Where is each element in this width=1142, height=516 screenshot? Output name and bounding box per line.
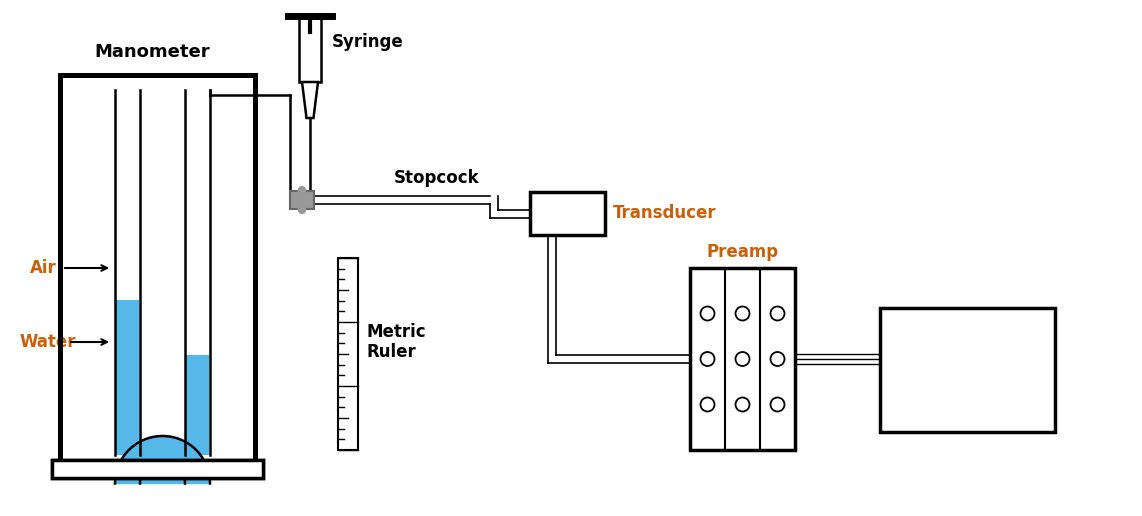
Bar bbox=[53, 460, 263, 478]
Bar bbox=[530, 192, 605, 235]
Circle shape bbox=[771, 397, 785, 411]
Polygon shape bbox=[301, 82, 317, 118]
Bar bbox=[880, 308, 1055, 432]
Bar bbox=[690, 268, 795, 450]
Bar bbox=[290, 191, 314, 209]
Text: Computer: Computer bbox=[918, 361, 1018, 379]
Text: Stopcock: Stopcock bbox=[394, 169, 480, 187]
Circle shape bbox=[771, 307, 785, 320]
Circle shape bbox=[771, 352, 785, 366]
Circle shape bbox=[700, 397, 715, 411]
Text: Transducer: Transducer bbox=[613, 204, 717, 222]
Text: Metric
Ruler: Metric Ruler bbox=[365, 322, 426, 361]
Bar bbox=[338, 258, 357, 450]
Circle shape bbox=[700, 307, 715, 320]
Polygon shape bbox=[115, 436, 210, 483]
Bar bbox=[116, 300, 139, 455]
Polygon shape bbox=[140, 461, 185, 483]
Text: Syringe: Syringe bbox=[332, 33, 404, 51]
Circle shape bbox=[735, 307, 749, 320]
Text: Manometer: Manometer bbox=[95, 43, 210, 61]
Circle shape bbox=[735, 352, 749, 366]
Text: Air: Air bbox=[30, 259, 57, 277]
Bar bbox=[186, 355, 209, 455]
Circle shape bbox=[700, 352, 715, 366]
Bar bbox=[53, 460, 263, 478]
Bar bbox=[299, 18, 321, 82]
Circle shape bbox=[735, 397, 749, 411]
Text: Water: Water bbox=[21, 333, 77, 351]
Text: Preamp: Preamp bbox=[707, 243, 779, 261]
